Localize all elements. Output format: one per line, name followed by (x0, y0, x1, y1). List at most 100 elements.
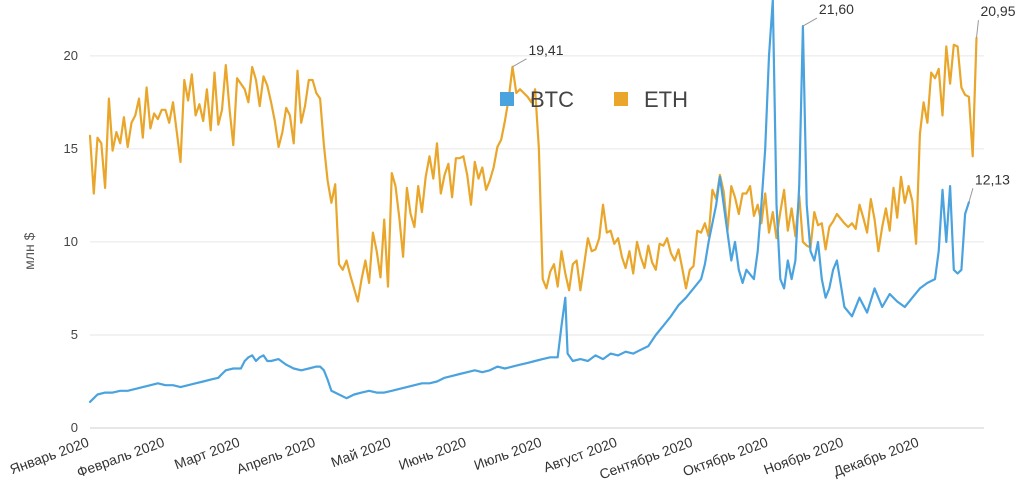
data-point-btc (647, 345, 649, 347)
data-point-eth (240, 83, 242, 85)
data-point-eth (406, 187, 408, 189)
data-point-btc (383, 392, 385, 394)
annotation-label: 19,41 (528, 42, 563, 58)
data-point-eth (251, 66, 253, 68)
data-point-btc (93, 397, 95, 399)
x-tick-label: Май 2020 (329, 434, 393, 470)
data-point-eth (157, 118, 159, 120)
data-point-btc (640, 349, 642, 351)
data-point-btc (787, 259, 789, 262)
data-point-btc (319, 366, 321, 368)
data-point-eth (692, 265, 695, 267)
data-point-btc (938, 250, 940, 252)
data-point-eth (700, 232, 702, 234)
data-point-eth (421, 211, 423, 213)
data-point-eth (923, 101, 925, 103)
data-point-eth (757, 204, 759, 206)
data-point-eth (417, 185, 419, 187)
data-point-btc (941, 189, 944, 191)
data-point-btc (753, 278, 755, 280)
data-point-eth (440, 192, 442, 195)
data-point-eth (964, 94, 966, 96)
data-point-eth (764, 192, 766, 195)
data-point-btc (247, 356, 249, 358)
data-point-eth (617, 237, 619, 239)
data-point-eth (206, 88, 208, 90)
data-point-eth (949, 83, 951, 85)
data-point-eth (768, 232, 770, 234)
data-point-eth (376, 250, 378, 252)
data-point-eth (719, 174, 721, 176)
data-point-btc (964, 213, 966, 215)
data-point-eth (557, 286, 559, 288)
data-point-btc (617, 354, 619, 356)
data-point-eth (304, 105, 306, 107)
data-point-btc (179, 386, 182, 388)
y-tick-label: 5 (71, 327, 78, 342)
data-point-eth (451, 196, 453, 198)
data-point-eth (674, 259, 676, 262)
data-point-btc (361, 392, 363, 394)
x-tick-label: Октябрь 2020 (681, 434, 771, 480)
data-point-eth (892, 187, 895, 189)
data-point-eth (108, 98, 110, 100)
data-point-eth (262, 75, 265, 77)
data-point-btc (560, 325, 563, 327)
data-point-btc (270, 360, 272, 362)
data-point-btc (926, 282, 929, 284)
data-point-eth (104, 187, 106, 189)
data-point-eth (481, 166, 483, 169)
data-point-eth (236, 77, 238, 79)
series-lines (88, 0, 978, 403)
data-point-btc (398, 388, 400, 390)
data-point-btc (783, 287, 785, 289)
data-point-btc (244, 360, 246, 362)
data-point-eth (602, 204, 604, 206)
data-point-btc (896, 300, 898, 303)
legend-swatch-btc (500, 92, 514, 106)
data-point-btc (104, 392, 106, 394)
data-point-btc (353, 393, 355, 396)
annotation-label: 21,60 (819, 1, 854, 17)
data-point-eth (489, 179, 491, 182)
annotation-label: 12,13 (975, 171, 1010, 187)
data-point-btc (172, 384, 174, 386)
data-point-btc (825, 297, 827, 299)
data-point-eth (836, 213, 838, 215)
data-point-btc (594, 354, 597, 356)
data-point-eth (647, 245, 649, 247)
data-point-btc (768, 55, 770, 57)
data-point-eth (670, 252, 672, 254)
data-point-eth (874, 219, 876, 221)
data-point-eth (666, 237, 668, 239)
data-point-eth (542, 278, 544, 280)
x-tick-label: Июль 2020 (472, 434, 544, 473)
data-point-btc (772, 0, 774, 1)
data-point-btc (726, 232, 729, 234)
data-point-eth (500, 139, 502, 141)
data-point-eth (972, 155, 974, 157)
data-point-eth (968, 96, 970, 98)
data-point-eth (564, 272, 566, 275)
data-point-eth (444, 174, 446, 176)
data-point-eth (127, 146, 129, 148)
data-point-eth (353, 287, 355, 289)
data-point-btc (572, 360, 574, 362)
data-point-eth (217, 124, 219, 126)
data-point-eth (587, 237, 589, 239)
data-point-btc (817, 241, 819, 243)
data-point-eth (911, 200, 913, 202)
data-point-btc (708, 241, 710, 243)
data-point-btc (413, 384, 415, 386)
data-point-eth (930, 72, 932, 74)
data-point-btc (459, 373, 461, 375)
data-point-btc (391, 390, 393, 392)
data-point-btc (262, 354, 265, 356)
y-tick-label: 0 (71, 420, 78, 435)
data-point-eth (391, 172, 393, 174)
data-point-eth (802, 241, 804, 243)
data-point-btc (798, 185, 800, 187)
x-tick-label: Февраль 2020 (75, 434, 167, 481)
data-point-eth (651, 261, 653, 263)
data-point-eth (870, 198, 872, 200)
